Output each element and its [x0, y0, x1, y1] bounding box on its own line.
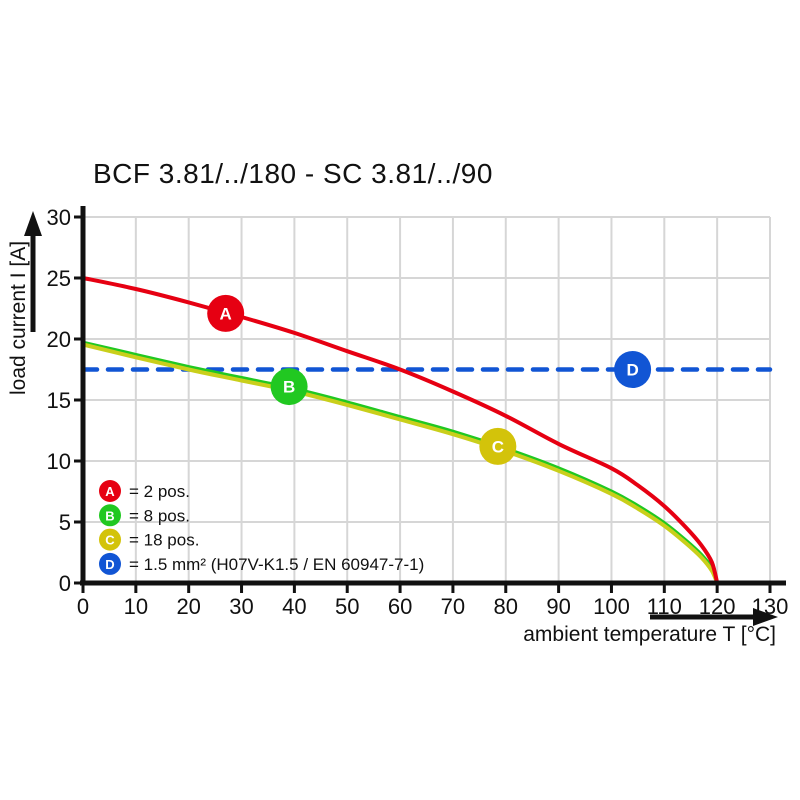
legend-marker-B-icon	[99, 504, 121, 527]
legend-marker-letter: B	[105, 508, 114, 523]
x-axis-label: ambient temperature T [°C]	[523, 623, 776, 646]
curve-marker-letter: D	[626, 361, 638, 380]
legend-marker-letter: C	[105, 533, 115, 548]
legend-marker-D-icon	[99, 552, 121, 575]
legend-label: = 18 pos.	[129, 531, 199, 550]
x-tick-label: 70	[441, 594, 465, 619]
axes	[74, 206, 786, 593]
curve-marker-A: A	[207, 294, 245, 332]
x-tick-label: 0	[77, 594, 89, 619]
curve-marker-B: B	[270, 368, 308, 406]
y-tick-label: 15	[47, 388, 71, 413]
legend-label: = 8 pos.	[129, 506, 190, 525]
curve-marker-B-icon	[270, 368, 308, 406]
x-tick-label: 100	[593, 594, 630, 619]
y-tick-label: 25	[47, 266, 71, 291]
x-tick-label: 10	[124, 594, 148, 619]
x-tick-label: 60	[388, 594, 412, 619]
legend-marker-letter: A	[105, 484, 115, 499]
y-tick-label: 0	[59, 571, 71, 596]
curve-marker-letter: B	[283, 378, 295, 397]
x-tick-label: 30	[229, 594, 253, 619]
curve-marker-letter: C	[492, 437, 504, 456]
legend-item-A: A = 2 pos.	[99, 480, 190, 502]
y-tick-label: 30	[47, 205, 71, 230]
curve-marker-C: C	[479, 427, 517, 465]
curve-marker-D: D	[614, 351, 652, 388]
y-axis-arrow-icon	[24, 211, 42, 332]
x-tick-label: 40	[282, 594, 306, 619]
legend-marker-A-icon	[99, 480, 121, 502]
curve-marker-letter: A	[220, 304, 232, 323]
x-tick-label: 50	[335, 594, 359, 619]
x-tick-label: 80	[494, 594, 518, 619]
curve-marker-A-icon	[207, 294, 245, 332]
curve-marker-C-icon	[479, 427, 517, 465]
legend-label: = 1.5 mm² (H07V-K1.5 / EN 60947-7-1)	[129, 555, 424, 574]
legend-label: = 2 pos.	[129, 482, 190, 501]
legend-item-C: C = 18 pos.	[99, 528, 199, 551]
chart-generated: 0 10 20 30 40 50 60 70 80 90 100 110 120 130051015202…	[47, 205, 789, 619]
x-axis-arrow-icon	[650, 608, 778, 626]
x-tick-label: 20	[176, 594, 200, 619]
curve-marker-D-icon	[614, 351, 652, 388]
x-tick-label: 90	[546, 594, 570, 619]
legend-marker-C-icon	[99, 528, 121, 551]
y-tick-label: 5	[59, 510, 71, 535]
legend-item-D: D = 1.5 mm² (H07V-K1.5 / EN 60947-7-1)	[99, 552, 424, 575]
y-axis-label: load current I [A]	[7, 241, 30, 395]
y-tick-label: 20	[47, 327, 71, 352]
y-tick-label: 10	[47, 449, 71, 474]
legend-marker-letter: D	[105, 557, 114, 572]
chart-title: BCF 3.81/../180 - SC 3.81/../90	[93, 158, 493, 189]
legend-item-B: B = 8 pos.	[99, 504, 190, 527]
